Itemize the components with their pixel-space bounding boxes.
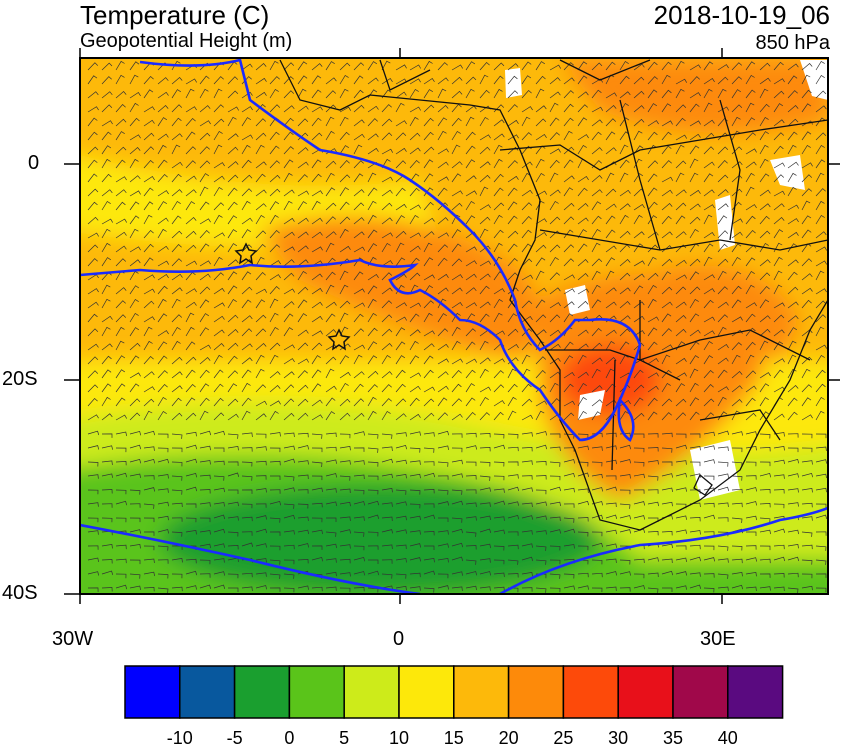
map-title: Temperature (C) <box>80 0 270 30</box>
terrain-mask <box>505 60 828 500</box>
valid-time-label: 2018-10-19_06 <box>653 0 830 30</box>
colorbar-swatch <box>617 665 674 719</box>
country-borders <box>279 59 828 531</box>
colorbar-swatch <box>727 665 784 719</box>
map-subtitle: Geopotential Height (m) <box>80 30 293 52</box>
colorbar-label: 15 <box>443 728 464 748</box>
wind-barbs <box>87 60 828 594</box>
map-frame <box>79 57 829 595</box>
axis-ticks <box>64 48 840 604</box>
colorbar-swatch <box>288 665 345 719</box>
colorbar-swatch <box>507 665 565 719</box>
geopotential-contours <box>80 58 828 594</box>
colorbar-swatch <box>453 665 510 719</box>
colorbar-swatch <box>124 665 181 719</box>
star-icon <box>327 328 351 351</box>
colorbar-label: -5 <box>226 728 243 748</box>
colorbar-swatch <box>562 665 619 719</box>
star-icon <box>234 242 258 265</box>
colorbar-label: 0 <box>284 728 295 748</box>
colorbar-label: 25 <box>553 728 574 748</box>
colorbar <box>124 665 784 719</box>
temperature-field <box>80 58 828 594</box>
lon-label-30e: 30E <box>700 628 736 650</box>
colorbar-label: 5 <box>339 728 350 748</box>
colorbar-swatch <box>343 665 400 719</box>
colorbar-label: 40 <box>717 728 738 748</box>
pressure-level-label: 850 hPa <box>755 32 830 54</box>
colorbar-label: -10 <box>166 728 193 748</box>
lat-label-0: 0 <box>28 152 40 174</box>
lon-label-0: 0 <box>393 628 405 650</box>
colorbar-label: 20 <box>498 728 519 748</box>
colorbar-label: 35 <box>662 728 684 748</box>
colorbar-label: 30 <box>608 728 629 748</box>
colorbar-swatch <box>398 665 455 719</box>
lat-label-20s: 20S <box>2 368 38 390</box>
colorbar-swatch <box>233 665 291 719</box>
colorbar-label: 10 <box>388 728 410 748</box>
colorbar-swatch <box>672 665 729 719</box>
colorbar-swatch <box>179 665 236 719</box>
lon-label-30w: 30W <box>52 628 94 650</box>
lat-label-40s: 40S <box>2 582 38 604</box>
